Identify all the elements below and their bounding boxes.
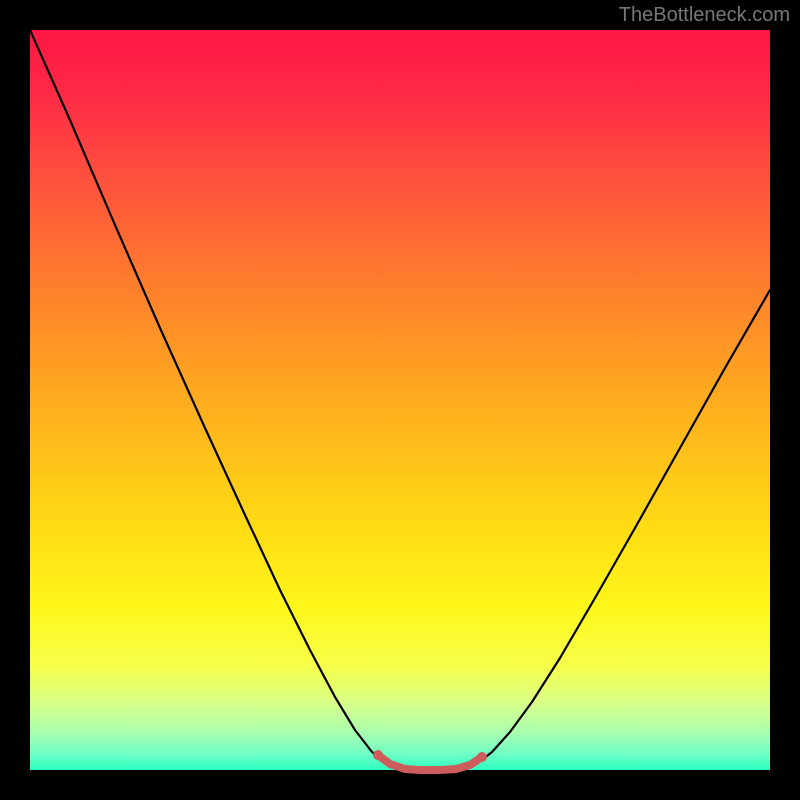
watermark-text: TheBottleneck.com — [619, 4, 790, 27]
plot-area — [30, 30, 770, 770]
bottleneck-curve-chart — [0, 0, 800, 800]
sweet-spot-dot — [373, 750, 383, 760]
sweet-spot-dot — [477, 752, 487, 762]
chart-canvas: TheBottleneck.com — [0, 0, 800, 800]
